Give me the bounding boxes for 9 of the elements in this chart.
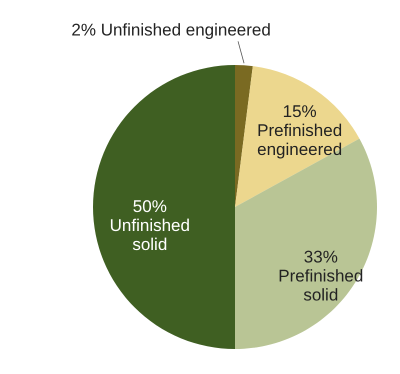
pie-slice [235,138,377,349]
data-label: 50% [132,197,167,216]
pie-slice [235,65,253,207]
pie-slice [93,65,235,349]
slice-label: 2% Unfinished engineered [71,20,271,40]
slice-label: Unfinished solid [110,216,190,254]
data-label: 33% [304,248,338,267]
slice-label: Prefinished engineered [257,120,342,159]
data-label: 15% [282,102,317,121]
